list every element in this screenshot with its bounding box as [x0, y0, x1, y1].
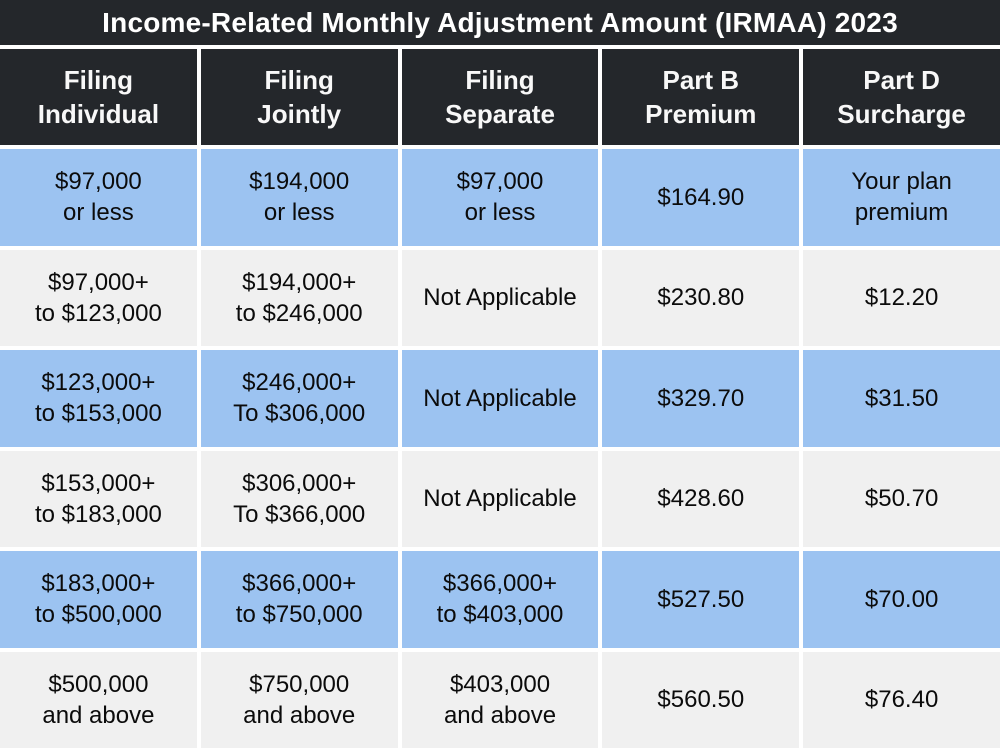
- cell-line: Not Applicable: [423, 485, 577, 513]
- header-line: Separate: [445, 99, 555, 129]
- header-line: Filing: [264, 64, 334, 95]
- table-cell: $527.50: [602, 551, 800, 648]
- cell-line: and above: [243, 701, 356, 729]
- table-cell: $750,000 and above: [200, 651, 398, 748]
- table-cell: $500,000 and above: [0, 651, 197, 748]
- cell-line: $366,000+: [242, 570, 357, 598]
- table-cell: $366,000+ to $403,000: [401, 551, 599, 648]
- table-cell: $246,000+ To $306,000: [200, 350, 398, 447]
- table-cell: $329.70: [602, 350, 800, 447]
- cell-line: $153,000+: [41, 469, 156, 497]
- header-line: Part B: [662, 64, 740, 95]
- cell-line: $123,000+: [41, 369, 156, 397]
- irmaa-table: Filing Individual Filing Jointly Filing …: [0, 49, 1000, 748]
- cell-line: $366,000+: [442, 570, 558, 598]
- cell-line: $50.70: [864, 485, 939, 513]
- cell-line: $230.80: [657, 284, 745, 312]
- table-cell: $194,000 or less: [200, 149, 398, 246]
- cell-line: $97,000+: [48, 268, 149, 296]
- header-cell-filing-jointly: Filing Jointly: [200, 49, 398, 145]
- cell-line: Not Applicable: [423, 384, 577, 412]
- cell-line: $183,000+: [41, 570, 156, 598]
- cell-line: to $153,000: [35, 400, 162, 428]
- table-cell: $97,000 or less: [0, 149, 197, 246]
- cell-line: $750,000: [249, 670, 350, 698]
- cell-line: $246,000+: [242, 369, 357, 397]
- table-cell: $164.90: [602, 149, 800, 246]
- table-cell: $76.40: [803, 651, 1000, 748]
- cell-line: or less: [263, 199, 335, 227]
- cell-line: Your plan: [851, 168, 952, 196]
- table-cell: Not Applicable: [401, 249, 599, 346]
- cell-line: $31.50: [864, 384, 939, 412]
- cell-line: $527.50: [657, 585, 745, 613]
- header-cell-part-b-premium: Part B Premium: [602, 49, 800, 145]
- cell-line: and above: [42, 701, 155, 729]
- header-cell-filing-separate: Filing Separate: [401, 49, 599, 145]
- cell-line: or less: [464, 199, 536, 227]
- table-title: Income-Related Monthly Adjustment Amount…: [0, 0, 1000, 45]
- cell-line: $12.20: [864, 284, 939, 312]
- cell-line: to $403,000: [436, 601, 564, 629]
- header-line: Individual: [37, 99, 160, 129]
- cell-line: $70.00: [864, 585, 939, 613]
- table-cell: $12.20: [803, 249, 1000, 346]
- header-line: Filing: [465, 64, 535, 95]
- table-cell: Not Applicable: [401, 450, 599, 547]
- cell-line: $403,000: [449, 670, 551, 698]
- table-cell: $153,000+ to $183,000: [0, 450, 197, 547]
- header-line: Jointly: [257, 99, 342, 129]
- table-cell: $97,000 or less: [401, 149, 599, 246]
- header-line: Part D: [863, 64, 940, 95]
- cell-line: to $246,000: [235, 299, 363, 327]
- cell-line: $164.90: [657, 183, 745, 211]
- cell-line: $329.70: [657, 384, 745, 412]
- table-cell: $230.80: [602, 249, 800, 346]
- cell-line: $194,000+: [242, 268, 357, 296]
- table-cell: $194,000+ to $246,000: [200, 249, 398, 346]
- table-cell: $123,000+ to $153,000: [0, 350, 197, 447]
- table-cell: $306,000+ To $366,000: [200, 450, 398, 547]
- cell-line: $560.50: [657, 686, 745, 714]
- cell-line: Not Applicable: [423, 284, 577, 312]
- cell-line: $97,000: [55, 168, 142, 196]
- cell-line: to $183,000: [35, 500, 162, 528]
- cell-line: to $750,000: [235, 601, 363, 629]
- cell-line: $500,000: [48, 670, 149, 698]
- cell-line: $428.60: [657, 485, 745, 513]
- cell-line: to $500,000: [35, 601, 162, 629]
- header-line: Premium: [645, 99, 757, 129]
- cell-line: To $366,000: [233, 500, 366, 528]
- cell-line: and above: [443, 701, 557, 729]
- cell-line: premium: [854, 199, 949, 227]
- table-cell: $50.70: [803, 450, 1000, 547]
- table-cell: $70.00: [803, 551, 1000, 648]
- table-cell: $428.60: [602, 450, 800, 547]
- header-cell-part-d-surcharge: Part D Surcharge: [803, 49, 1000, 145]
- table-cell: Not Applicable: [401, 350, 599, 447]
- table-cell: $183,000+ to $500,000: [0, 551, 197, 648]
- cell-line: $97,000: [456, 168, 544, 196]
- cell-line: to $123,000: [35, 299, 162, 327]
- cell-line: or less: [63, 199, 134, 227]
- cell-line: $306,000+: [242, 469, 357, 497]
- table-cell: Your plan premium: [803, 149, 1000, 246]
- header-cell-filing-individual: Filing Individual: [0, 49, 197, 145]
- table-cell: $97,000+ to $123,000: [0, 249, 197, 346]
- header-line: Surcharge: [837, 99, 966, 129]
- table-cell: $403,000 and above: [401, 651, 599, 748]
- table-cell: $366,000+ to $750,000: [200, 551, 398, 648]
- table-cell: $560.50: [602, 651, 800, 748]
- cell-line: $76.40: [864, 686, 939, 714]
- cell-line: To $306,000: [233, 400, 366, 428]
- cell-line: $194,000: [249, 168, 350, 196]
- table-cell: $31.50: [803, 350, 1000, 447]
- header-line: Filing: [63, 64, 134, 95]
